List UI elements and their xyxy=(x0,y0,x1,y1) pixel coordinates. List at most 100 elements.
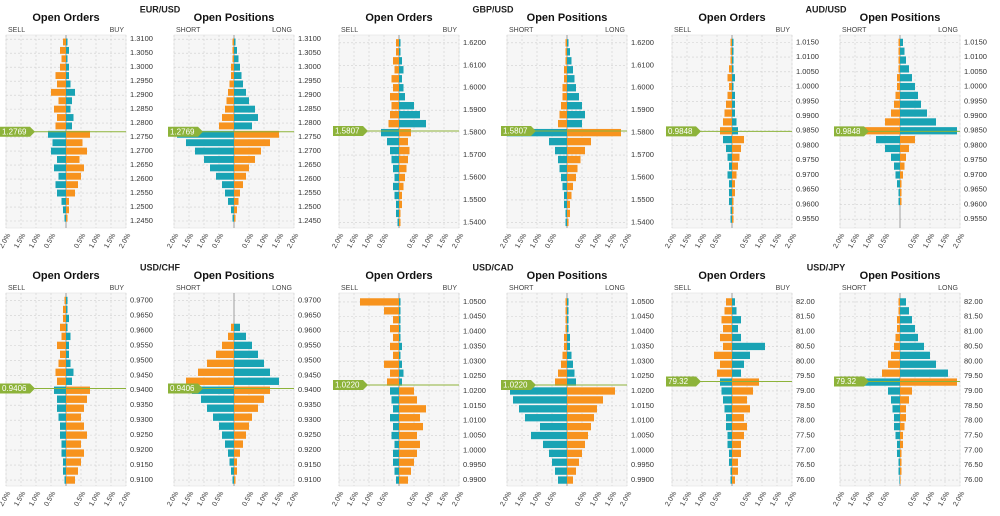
bar xyxy=(234,114,258,121)
y-tick-label: 1.0250 xyxy=(463,371,486,380)
y-tick-label: 1.6000 xyxy=(463,83,486,92)
bar xyxy=(399,102,414,110)
bar xyxy=(729,197,732,206)
right-side-label: BUY xyxy=(776,285,791,292)
y-tick-label: 81.00 xyxy=(964,327,983,336)
y-tick-label: 1.0100 xyxy=(463,416,486,425)
bar xyxy=(732,467,738,475)
bar xyxy=(558,476,567,484)
y-tick-label: 1.2900 xyxy=(298,90,321,99)
bar xyxy=(234,395,264,403)
bar xyxy=(897,324,900,333)
bar xyxy=(393,449,399,457)
bar xyxy=(900,38,903,46)
y-tick-label: 1.2850 xyxy=(298,104,321,113)
y-tick-label: 0.9400 xyxy=(298,385,321,394)
bar xyxy=(381,128,399,137)
bar xyxy=(57,395,66,403)
bar xyxy=(898,65,900,73)
y-tick-label: 1.0150 xyxy=(463,401,486,410)
y-tick-label: 1.2700 xyxy=(298,146,321,155)
y-tick-label: 1.5800 xyxy=(463,128,486,137)
bar xyxy=(567,84,576,92)
bar xyxy=(732,38,734,46)
bar xyxy=(55,122,66,130)
y-tick-label: 1.2800 xyxy=(298,118,321,127)
bar xyxy=(564,75,567,83)
y-tick-label: 1.2450 xyxy=(130,216,153,225)
bar xyxy=(732,162,738,170)
bar xyxy=(54,164,66,172)
bar xyxy=(732,127,738,135)
bar xyxy=(898,298,900,306)
bar xyxy=(900,307,909,315)
bar xyxy=(66,377,72,385)
y-tick-label: 0.9700 xyxy=(130,295,153,304)
bar xyxy=(724,109,732,117)
bar xyxy=(387,137,399,146)
bar xyxy=(234,164,249,172)
y-tick-label: 0.9550 xyxy=(298,340,321,349)
bar xyxy=(399,333,401,342)
bar xyxy=(391,396,399,404)
bar xyxy=(234,206,237,214)
bar xyxy=(396,39,399,47)
bar xyxy=(549,137,567,146)
y-tick-label: 0.9600 xyxy=(964,199,987,208)
bar xyxy=(64,476,66,484)
bar xyxy=(66,467,78,475)
bar xyxy=(399,119,426,128)
bar xyxy=(732,387,753,395)
y-tick-label: 1.6100 xyxy=(463,60,486,69)
y-tick-label: 81.50 xyxy=(796,312,815,321)
bar xyxy=(732,440,741,449)
bar xyxy=(864,127,900,135)
bar xyxy=(399,440,420,449)
right-side-label: LONG xyxy=(605,27,625,34)
bar xyxy=(58,413,66,421)
y-tick-label: 0.9950 xyxy=(796,96,819,105)
bar xyxy=(234,413,252,421)
bar xyxy=(57,114,66,121)
bar xyxy=(732,118,737,126)
bar xyxy=(732,206,734,214)
bar xyxy=(900,153,906,161)
bar xyxy=(898,197,900,206)
bar xyxy=(234,323,240,332)
bar xyxy=(732,431,744,440)
y-tick-label: 1.2850 xyxy=(130,104,153,113)
bar xyxy=(732,307,737,315)
bar xyxy=(66,88,75,96)
bar xyxy=(66,130,90,138)
y-tick-label: 1.2550 xyxy=(130,188,153,197)
price-tag xyxy=(333,126,368,137)
bar xyxy=(567,405,597,413)
bar xyxy=(63,467,66,475)
right-side-label: BUY xyxy=(443,27,458,34)
bar xyxy=(900,476,901,484)
bar xyxy=(232,214,234,222)
bar xyxy=(732,405,750,413)
y-tick-label: 1.5700 xyxy=(463,150,486,159)
bar xyxy=(900,109,927,117)
y-tick-label: 0.9500 xyxy=(298,355,321,364)
y-tick-label: 0.9200 xyxy=(130,445,153,454)
bar xyxy=(720,333,732,342)
y-tick-label: 1.5400 xyxy=(631,217,654,226)
bar xyxy=(720,378,732,386)
bar xyxy=(729,180,732,188)
price-label: 0.9848 xyxy=(668,127,693,136)
bar xyxy=(732,369,741,377)
bar xyxy=(723,396,732,404)
bar xyxy=(898,458,900,466)
bar xyxy=(228,449,234,457)
y-tick-label: 1.3050 xyxy=(298,48,321,57)
right-side-label: LONG xyxy=(272,285,292,292)
bar xyxy=(66,341,69,350)
y-tick-label: 79.00 xyxy=(796,386,815,395)
bar xyxy=(234,55,239,63)
price-label: 1.0220 xyxy=(503,381,528,390)
bar xyxy=(396,209,399,218)
